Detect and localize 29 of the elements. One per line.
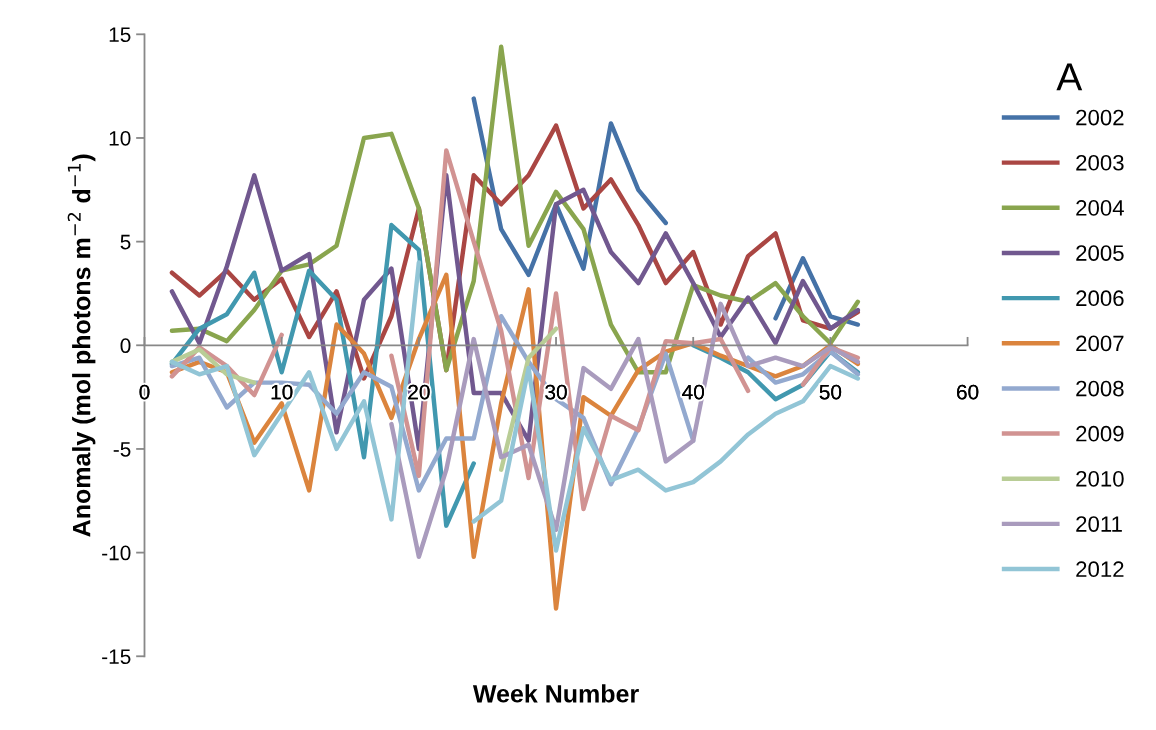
x-tick-label: 0	[139, 384, 150, 400]
line-series	[389, 301, 861, 559]
y-tick-label: -5	[113, 442, 131, 457]
legend-label: 2006	[1076, 290, 1124, 307]
legend-label: 2008	[1076, 380, 1124, 397]
y-axis-title: Anomaly (mol photons m$^{−2}$ d$^{−1}$)	[67, 154, 96, 537]
y-tick-label: 0	[120, 338, 131, 354]
x-tick-label: 40	[682, 384, 704, 400]
legend-label: 2010	[1076, 471, 1124, 487]
y-tick-label: -15	[102, 649, 131, 665]
legend-label: 2005	[1076, 245, 1124, 261]
legend-label: 2002	[1076, 109, 1124, 126]
line-series	[169, 44, 861, 375]
legend-label: 2004	[1076, 200, 1124, 216]
x-axis-title: Week Number	[472, 684, 639, 703]
legend-label: 2011	[1076, 516, 1122, 532]
y-tick-label: -10	[102, 545, 131, 561]
x-tick-label: 10	[271, 384, 293, 400]
y-tick-label: 10	[109, 130, 131, 146]
x-tick-label: 60	[957, 384, 979, 400]
y-tick-label: 5	[120, 234, 131, 250]
x-tick-label: 30	[545, 384, 567, 400]
x-tick-label: 50	[819, 384, 842, 400]
legend-label: 2003	[1076, 154, 1124, 171]
y-tick-label: 15	[109, 27, 131, 43]
legend-label: 2009	[1076, 425, 1124, 442]
legend-label: 2012	[1076, 561, 1124, 578]
text: A	[1056, 63, 1083, 91]
legend-label: 2007	[1076, 335, 1124, 352]
